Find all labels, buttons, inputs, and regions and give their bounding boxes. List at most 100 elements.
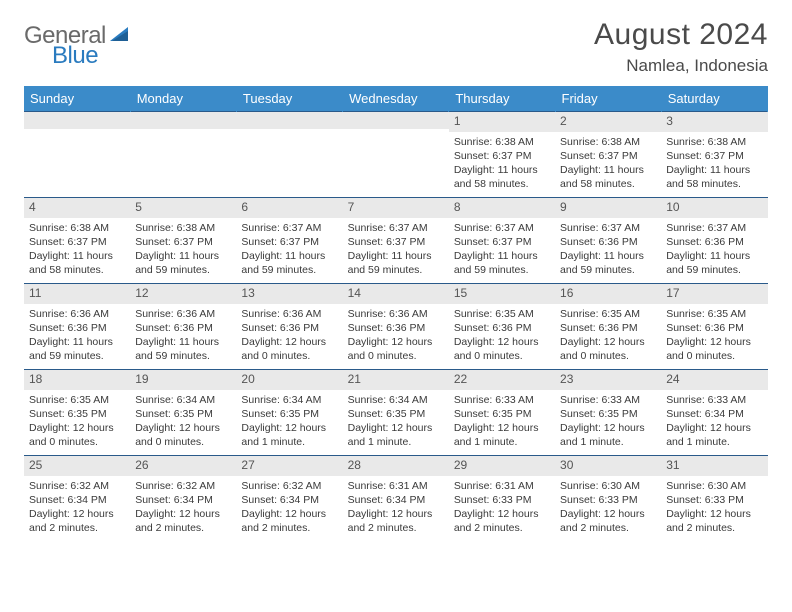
day-number: 29 [449,456,555,476]
calendar-day-cell: 23Sunrise: 6:33 AMSunset: 6:35 PMDayligh… [555,370,661,456]
day-details: Sunrise: 6:37 AMSunset: 6:37 PMDaylight:… [343,218,449,280]
sunset-text: Sunset: 6:37 PM [560,149,656,163]
calendar-day-cell: 1Sunrise: 6:38 AMSunset: 6:37 PMDaylight… [449,112,555,198]
title-block: August 2024 Namlea, Indonesia [594,18,768,76]
calendar-week-row: 25Sunrise: 6:32 AMSunset: 6:34 PMDayligh… [24,456,768,542]
day-details: Sunrise: 6:31 AMSunset: 6:34 PMDaylight:… [343,476,449,538]
calendar-day-cell: 26Sunrise: 6:32 AMSunset: 6:34 PMDayligh… [130,456,236,542]
sunrise-text: Sunrise: 6:35 AM [454,307,550,321]
sunrise-text: Sunrise: 6:38 AM [560,135,656,149]
day-number: 12 [130,284,236,304]
sunset-text: Sunset: 6:33 PM [560,493,656,507]
sunrise-text: Sunrise: 6:31 AM [454,479,550,493]
logo-line2: Blue [24,42,98,70]
day-number: 27 [236,456,342,476]
daylight-text: Daylight: 12 hours and 2 minutes. [560,507,656,535]
day-details: Sunrise: 6:30 AMSunset: 6:33 PMDaylight:… [555,476,661,538]
sunrise-text: Sunrise: 6:38 AM [454,135,550,149]
calendar-day-cell: 30Sunrise: 6:30 AMSunset: 6:33 PMDayligh… [555,456,661,542]
day-number: 16 [555,284,661,304]
daylight-text: Daylight: 11 hours and 58 minutes. [560,163,656,191]
daylight-text: Daylight: 12 hours and 2 minutes. [348,507,444,535]
calendar-head: SundayMondayTuesdayWednesdayThursdayFrid… [24,86,768,112]
daylight-text: Daylight: 11 hours and 59 minutes. [454,249,550,277]
day-number: 2 [555,112,661,132]
daylight-text: Daylight: 11 hours and 59 minutes. [241,249,337,277]
daylight-text: Daylight: 12 hours and 2 minutes. [241,507,337,535]
sunrise-text: Sunrise: 6:33 AM [454,393,550,407]
day-number: 13 [236,284,342,304]
daylight-text: Daylight: 12 hours and 0 minutes. [666,335,762,363]
calendar-body: 1Sunrise: 6:38 AMSunset: 6:37 PMDaylight… [24,112,768,542]
day-details: Sunrise: 6:37 AMSunset: 6:37 PMDaylight:… [236,218,342,280]
calendar-day-cell: 24Sunrise: 6:33 AMSunset: 6:34 PMDayligh… [661,370,767,456]
sunset-text: Sunset: 6:35 PM [135,407,231,421]
sunrise-text: Sunrise: 6:32 AM [29,479,125,493]
day-details: Sunrise: 6:38 AMSunset: 6:37 PMDaylight:… [449,132,555,194]
calendar-day-cell: 3Sunrise: 6:38 AMSunset: 6:37 PMDaylight… [661,112,767,198]
sunset-text: Sunset: 6:36 PM [135,321,231,335]
sunset-text: Sunset: 6:34 PM [348,493,444,507]
month-title: August 2024 [594,18,768,52]
day-number: 15 [449,284,555,304]
calendar-day-cell: 7Sunrise: 6:37 AMSunset: 6:37 PMDaylight… [343,198,449,284]
day-number: 3 [661,112,767,132]
sunrise-text: Sunrise: 6:37 AM [454,221,550,235]
daylight-text: Daylight: 12 hours and 0 minutes. [560,335,656,363]
sunset-text: Sunset: 6:34 PM [241,493,337,507]
sunrise-text: Sunrise: 6:36 AM [241,307,337,321]
sunset-text: Sunset: 6:35 PM [241,407,337,421]
day-number: 1 [449,112,555,132]
sunset-text: Sunset: 6:37 PM [241,235,337,249]
daylight-text: Daylight: 11 hours and 59 minutes. [560,249,656,277]
sunset-text: Sunset: 6:35 PM [29,407,125,421]
calendar-week-row: 11Sunrise: 6:36 AMSunset: 6:36 PMDayligh… [24,284,768,370]
day-number: 20 [236,370,342,390]
sunrise-text: Sunrise: 6:30 AM [560,479,656,493]
logo-text-blue: Blue [52,42,98,69]
weekday-header: Monday [130,86,236,112]
day-number [236,112,342,129]
day-number: 17 [661,284,767,304]
daylight-text: Daylight: 12 hours and 0 minutes. [29,421,125,449]
sunset-text: Sunset: 6:36 PM [560,235,656,249]
day-details: Sunrise: 6:38 AMSunset: 6:37 PMDaylight:… [555,132,661,194]
day-number: 22 [449,370,555,390]
sunset-text: Sunset: 6:37 PM [29,235,125,249]
calendar-week-row: 18Sunrise: 6:35 AMSunset: 6:35 PMDayligh… [24,370,768,456]
sunrise-text: Sunrise: 6:32 AM [135,479,231,493]
sunrise-text: Sunrise: 6:35 AM [29,393,125,407]
day-number: 23 [555,370,661,390]
logo-triangle-icon [110,25,132,48]
calendar-day-cell: 18Sunrise: 6:35 AMSunset: 6:35 PMDayligh… [24,370,130,456]
day-details: Sunrise: 6:36 AMSunset: 6:36 PMDaylight:… [236,304,342,366]
day-details: Sunrise: 6:32 AMSunset: 6:34 PMDaylight:… [24,476,130,538]
day-details: Sunrise: 6:34 AMSunset: 6:35 PMDaylight:… [130,390,236,452]
weekday-header: Saturday [661,86,767,112]
sunset-text: Sunset: 6:34 PM [135,493,231,507]
sunrise-text: Sunrise: 6:37 AM [560,221,656,235]
day-details: Sunrise: 6:38 AMSunset: 6:37 PMDaylight:… [661,132,767,194]
sunrise-text: Sunrise: 6:30 AM [666,479,762,493]
calendar-day-cell: 2Sunrise: 6:38 AMSunset: 6:37 PMDaylight… [555,112,661,198]
day-details: Sunrise: 6:37 AMSunset: 6:37 PMDaylight:… [449,218,555,280]
sunset-text: Sunset: 6:36 PM [560,321,656,335]
daylight-text: Daylight: 12 hours and 1 minute. [454,421,550,449]
weekday-header: Friday [555,86,661,112]
daylight-text: Daylight: 12 hours and 1 minute. [241,421,337,449]
day-details: Sunrise: 6:34 AMSunset: 6:35 PMDaylight:… [236,390,342,452]
calendar-day-cell: 12Sunrise: 6:36 AMSunset: 6:36 PMDayligh… [130,284,236,370]
day-number: 7 [343,198,449,218]
calendar-day-cell: 25Sunrise: 6:32 AMSunset: 6:34 PMDayligh… [24,456,130,542]
day-details: Sunrise: 6:31 AMSunset: 6:33 PMDaylight:… [449,476,555,538]
sunset-text: Sunset: 6:36 PM [454,321,550,335]
calendar-day-cell: 9Sunrise: 6:37 AMSunset: 6:36 PMDaylight… [555,198,661,284]
weekday-header: Wednesday [343,86,449,112]
day-details: Sunrise: 6:38 AMSunset: 6:37 PMDaylight:… [24,218,130,280]
calendar-day-cell: 21Sunrise: 6:34 AMSunset: 6:35 PMDayligh… [343,370,449,456]
calendar-day-cell: 15Sunrise: 6:35 AMSunset: 6:36 PMDayligh… [449,284,555,370]
calendar-day-cell: 22Sunrise: 6:33 AMSunset: 6:35 PMDayligh… [449,370,555,456]
sunrise-text: Sunrise: 6:34 AM [348,393,444,407]
calendar-day-cell: 17Sunrise: 6:35 AMSunset: 6:36 PMDayligh… [661,284,767,370]
daylight-text: Daylight: 12 hours and 1 minute. [666,421,762,449]
